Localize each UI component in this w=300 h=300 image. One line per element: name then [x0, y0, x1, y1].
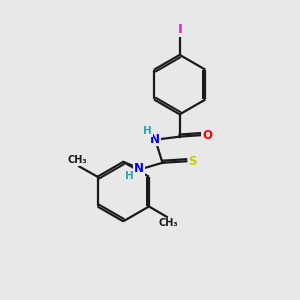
Text: CH₃: CH₃ — [158, 218, 178, 228]
Text: N: N — [150, 133, 160, 146]
Text: S: S — [188, 155, 197, 168]
Text: CH₃: CH₃ — [68, 155, 87, 165]
Text: H: H — [125, 172, 134, 182]
Text: O: O — [202, 129, 212, 142]
Text: H: H — [143, 126, 152, 136]
Text: I: I — [177, 23, 182, 36]
Text: N: N — [134, 162, 144, 175]
